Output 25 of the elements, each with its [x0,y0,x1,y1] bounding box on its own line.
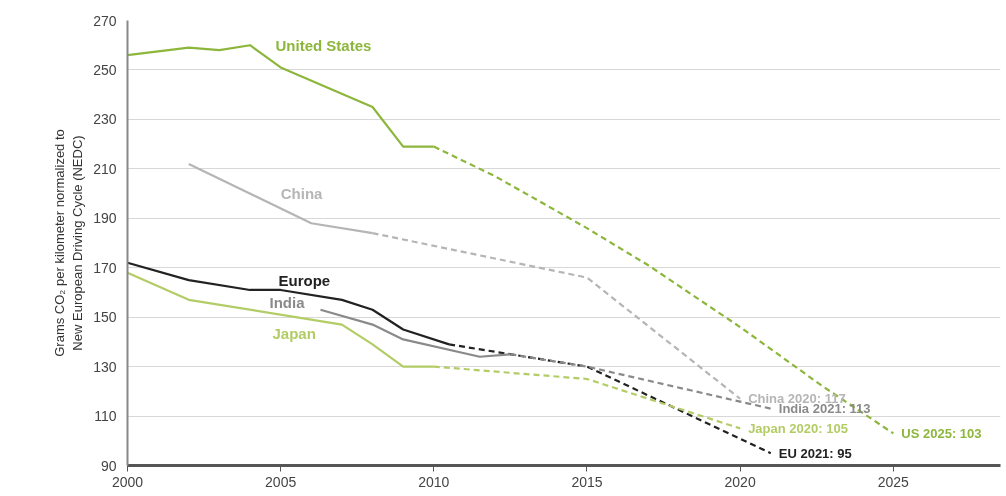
x-tick-label: 2005 [265,473,297,490]
y-tick-label: 130 [93,358,117,375]
y-tick-label: 170 [93,259,117,276]
y-axis-title: Grams CO₂ per kilometer normalized to New European Driving Cycle (NEDC) [52,129,86,357]
y-tick-label: 230 [93,111,117,128]
series-label: Europe [278,272,331,290]
y-tick-label: 250 [93,61,117,78]
x-tick-label: 2025 [877,473,910,490]
annotation: EU 2021: 95 [778,445,852,461]
x-tick-label: 2010 [418,473,450,490]
x-tick-label: 2020 [724,473,756,490]
y-tick-label: 110 [94,408,117,425]
y-tick-label: 190 [93,210,117,227]
y-tick-label: 150 [93,309,117,326]
x-tick-label: 2015 [571,473,603,490]
annotation: Japan 2020: 105 [748,420,848,436]
y-tick-label: 210 [93,160,117,177]
series-label: United States [275,36,372,54]
series-label: China [280,185,324,203]
series-label: Japan [272,325,316,343]
series-label: India [269,294,306,312]
y-tick-label: 90 [100,457,117,474]
annotation: US 2025: 103 [901,425,982,441]
y-tick-label: 270 [93,12,117,29]
x-tick-label: 2000 [111,473,144,490]
